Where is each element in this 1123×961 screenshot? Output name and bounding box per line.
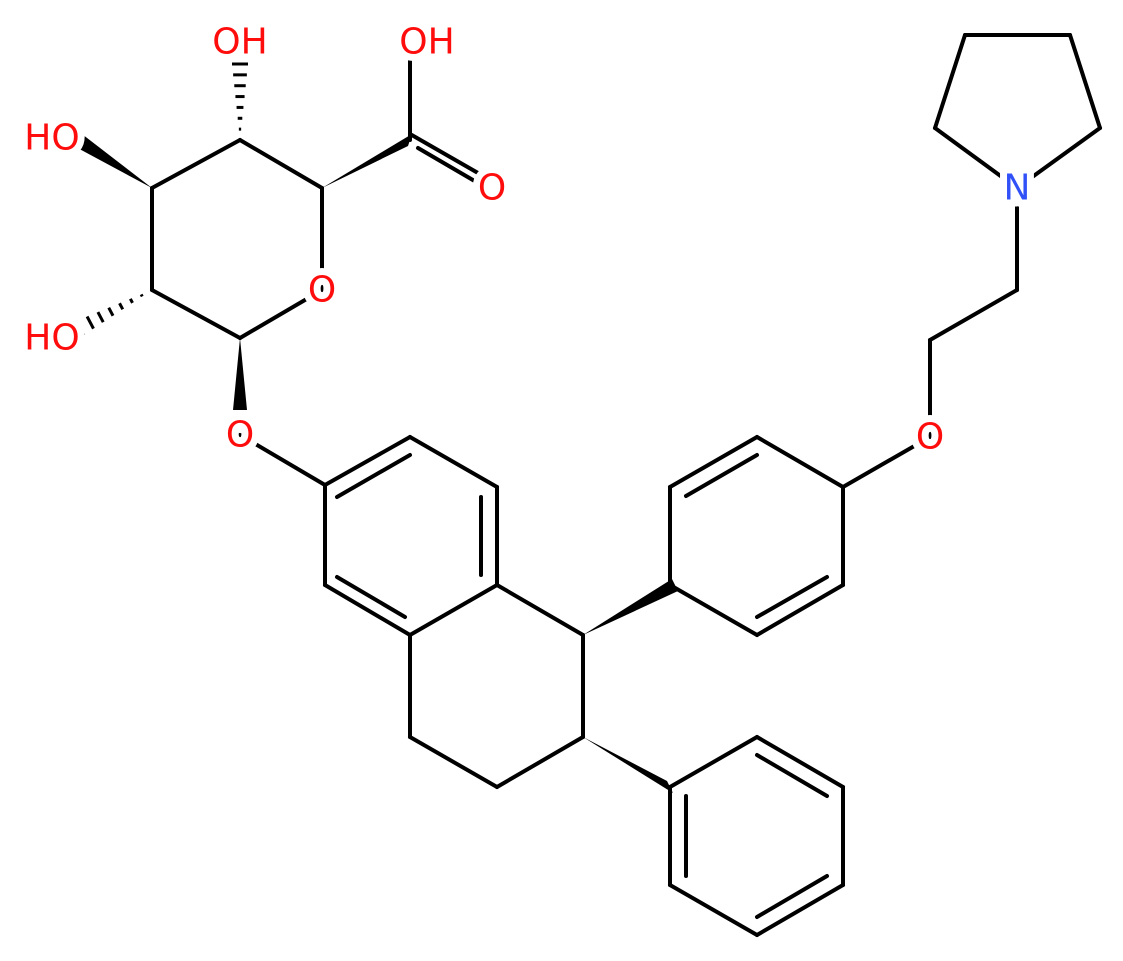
bond bbox=[755, 883, 845, 937]
hashed-bond bbox=[107, 306, 115, 317]
hashed-bond bbox=[85, 315, 95, 330]
atom-labels: HO OH OH O O HO O O N bbox=[17, 15, 1037, 465]
wedge-bond bbox=[583, 737, 673, 793]
bond bbox=[755, 874, 829, 919]
bond bbox=[755, 435, 845, 489]
bond bbox=[668, 583, 759, 637]
atom-label: O bbox=[308, 270, 336, 311]
atom-label: OH bbox=[399, 22, 454, 63]
bond bbox=[408, 132, 480, 175]
atom-label: O bbox=[478, 168, 506, 209]
bond bbox=[408, 735, 499, 789]
bond bbox=[495, 583, 585, 637]
bond bbox=[755, 753, 829, 798]
wedge-bond bbox=[233, 338, 247, 410]
bond bbox=[416, 146, 480, 185]
atom-label: OH bbox=[212, 22, 267, 63]
bond bbox=[668, 435, 759, 489]
bond bbox=[335, 575, 407, 619]
bond bbox=[408, 583, 499, 637]
bond bbox=[755, 575, 829, 619]
hashed-bond bbox=[118, 302, 125, 311]
bond bbox=[150, 138, 242, 190]
atom-label: HO bbox=[24, 118, 79, 159]
bond bbox=[841, 435, 932, 489]
hashed-bond bbox=[74, 320, 86, 336]
bond bbox=[933, 33, 967, 130]
bond bbox=[684, 453, 759, 498]
bond bbox=[323, 435, 412, 487]
bonds bbox=[72, 33, 1102, 937]
atom-label: O bbox=[226, 415, 254, 456]
bond bbox=[1068, 33, 1102, 130]
wedge-bond bbox=[72, 131, 152, 188]
bond bbox=[238, 433, 327, 487]
bond bbox=[928, 288, 1019, 342]
wedge-bond bbox=[583, 579, 678, 635]
bond bbox=[323, 583, 412, 637]
bond bbox=[238, 138, 324, 190]
bond bbox=[150, 288, 242, 340]
bond bbox=[755, 735, 845, 789]
bond bbox=[238, 288, 324, 340]
bond bbox=[408, 435, 499, 489]
hashed-bond bbox=[96, 311, 105, 323]
bond bbox=[495, 735, 585, 789]
bond bbox=[755, 583, 845, 637]
bond bbox=[335, 453, 412, 499]
atom-label: N bbox=[1004, 168, 1031, 209]
atom-label: HO bbox=[24, 318, 79, 359]
bond bbox=[1015, 126, 1102, 190]
wedge-bond bbox=[322, 134, 412, 188]
bond bbox=[668, 735, 759, 789]
hashed-bond bbox=[139, 293, 144, 298]
hashed-bond bbox=[129, 298, 134, 304]
bond bbox=[668, 883, 759, 937]
bond bbox=[933, 126, 1019, 190]
atom-label: O bbox=[916, 417, 944, 458]
